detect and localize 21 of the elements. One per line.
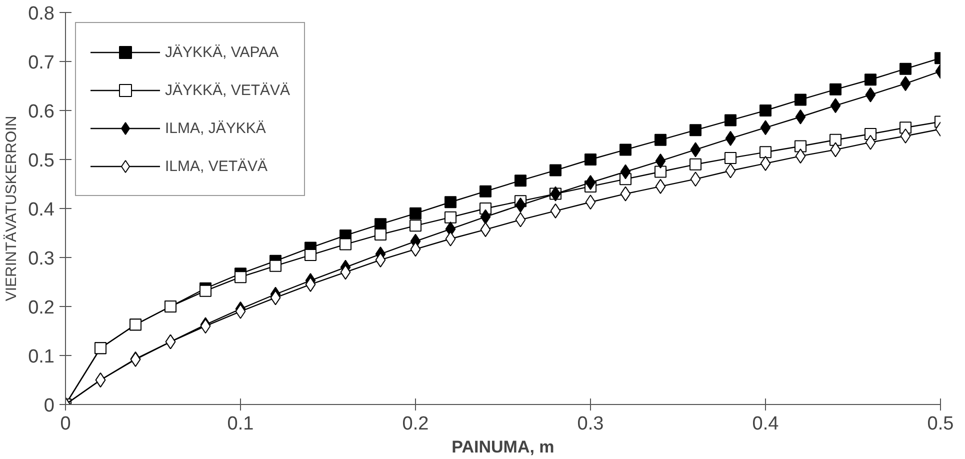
legend-label: ILMA, VETÄVÄ [165,158,268,174]
y-tick-label: 0.2 [28,298,55,318]
legend-label: JÄYKKÄ, VAPAA [165,44,279,60]
x-tick-label: 0.4 [752,414,780,434]
x-tick-label: 0.3 [577,414,604,434]
y-tick-label: 0.4 [28,200,55,220]
y-tick-label: 0.1 [28,346,55,368]
legend-label: ILMA, JÄYKKÄ [165,120,266,136]
y-tick-label: 0.3 [28,248,55,270]
y-tick-label: 0.5 [28,150,55,172]
x-axis-title: PAINUMA, m [452,438,554,456]
y-tick-label: 0.8 [28,4,55,24]
y-axis-title: VIERINTÄVATUSKERROIN [3,116,20,302]
y-tick-label: 0.7 [28,52,55,74]
x-tick-label: 0.1 [227,414,254,434]
x-tick-label: 0 [60,414,71,434]
legend-label: JÄYKKÄ, VETÄVÄ [165,82,290,98]
y-tick-label: 0.6 [28,102,55,122]
x-tick-label: 0.5 [927,414,954,434]
y-tick-label: 0 [44,396,55,416]
x-tick-label: 0.2 [402,414,429,434]
